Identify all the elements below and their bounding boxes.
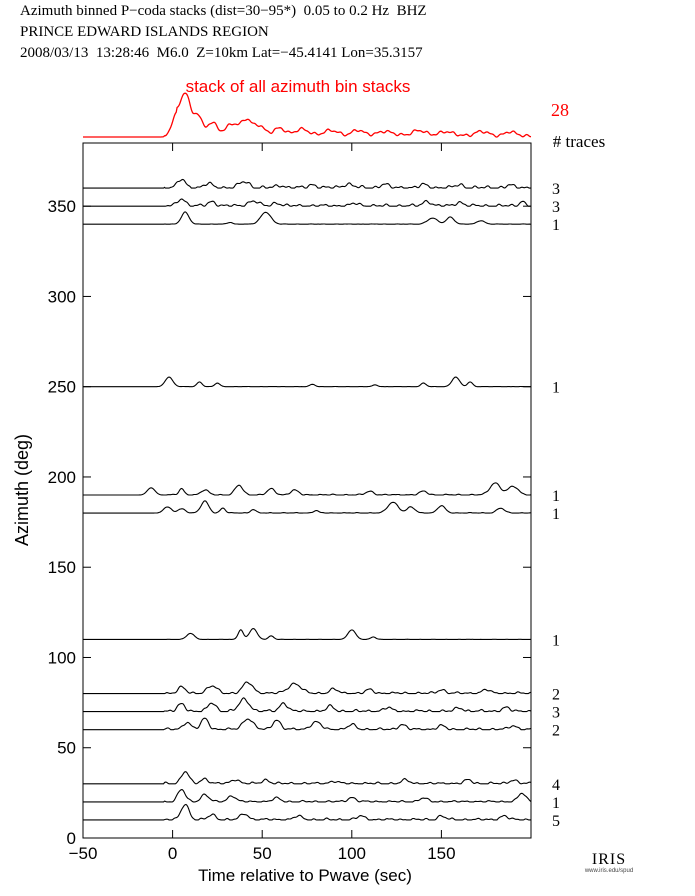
trace-az-250 xyxy=(83,376,531,388)
y-axis: 0 50 100 150 200 250 300 350 xyxy=(48,197,531,848)
trace-az-350 xyxy=(83,198,532,207)
trace-az-190 xyxy=(83,482,532,496)
trace-count-label: 2 xyxy=(552,687,560,704)
chart-title-line2: PRINCE EDWARD ISLANDS REGION xyxy=(20,24,269,40)
y-axis-label: Azimuth (deg) xyxy=(12,434,32,546)
trace-count-label: 3 xyxy=(552,199,560,216)
trace-az-110 xyxy=(83,628,532,640)
trace-az-80 xyxy=(83,681,532,695)
trace-count-label: 3 xyxy=(552,705,560,722)
x-tick-label: 100 xyxy=(338,844,366,863)
trace-az-360 xyxy=(83,178,531,189)
iris-logo: IRIS www.iris.edu/spud xyxy=(584,852,634,875)
y-tick-label: 200 xyxy=(48,468,76,487)
trace-count-label: 1 xyxy=(552,632,560,649)
x-axis: −50 0 50 100 150 xyxy=(69,143,456,863)
x-axis-label: Time relative to Pwave (sec) xyxy=(198,866,412,885)
traces-count-header: # traces xyxy=(553,132,605,151)
stack-label: stack of all azimuth bin stacks xyxy=(186,77,411,96)
y-tick-label: 150 xyxy=(48,558,76,577)
x-tick-label: −50 xyxy=(69,844,98,863)
trace-count-label: 4 xyxy=(552,777,560,794)
trace-az-180 xyxy=(83,500,531,514)
y-tick-label: 300 xyxy=(48,287,76,306)
iris-logo-url: www.iris.edu/spud xyxy=(584,868,634,874)
trace-az-70 xyxy=(83,697,532,713)
stack-trace xyxy=(83,92,532,138)
trace-az-10 xyxy=(83,803,532,821)
y-tick-label: 50 xyxy=(57,739,76,758)
chart-title-line3: 2008/03/13 13:28:46 M6.0 Z=10km Lat=−45.… xyxy=(20,45,423,61)
trace-count-label: 1 xyxy=(552,795,560,812)
trace-az-340 xyxy=(83,211,531,225)
x-tick-label: 0 xyxy=(168,844,177,863)
plot-frame xyxy=(82,142,532,839)
stack-count-label: 28 xyxy=(551,100,569,120)
iris-logo-wordmark: IRIS xyxy=(591,851,627,868)
trace-az-60 xyxy=(83,717,532,731)
trace-az-30 xyxy=(83,771,532,785)
chart-title-line1: Azimuth binned P−coda stacks (dist=30−95… xyxy=(20,3,427,19)
y-tick-label: 350 xyxy=(48,197,76,216)
x-tick-label: 50 xyxy=(253,844,272,863)
stack-panel: stack of all azimuth bin stacks 28 # tra… xyxy=(83,77,605,151)
trace-az-20 xyxy=(83,789,532,803)
trace-count-label: 1 xyxy=(552,506,560,523)
x-tick-label: 150 xyxy=(427,844,455,863)
y-tick-label: 0 xyxy=(67,829,76,848)
trace-count-label: 5 xyxy=(552,813,560,830)
y-tick-label: 100 xyxy=(48,648,76,667)
trace-count-label: 1 xyxy=(552,488,560,505)
y-tick-label: 250 xyxy=(48,378,76,397)
trace-count-label: 1 xyxy=(552,217,560,234)
trace-count-label: 3 xyxy=(552,181,560,198)
trace-count-label: 1 xyxy=(552,380,560,397)
trace-count-label: 2 xyxy=(552,723,560,740)
